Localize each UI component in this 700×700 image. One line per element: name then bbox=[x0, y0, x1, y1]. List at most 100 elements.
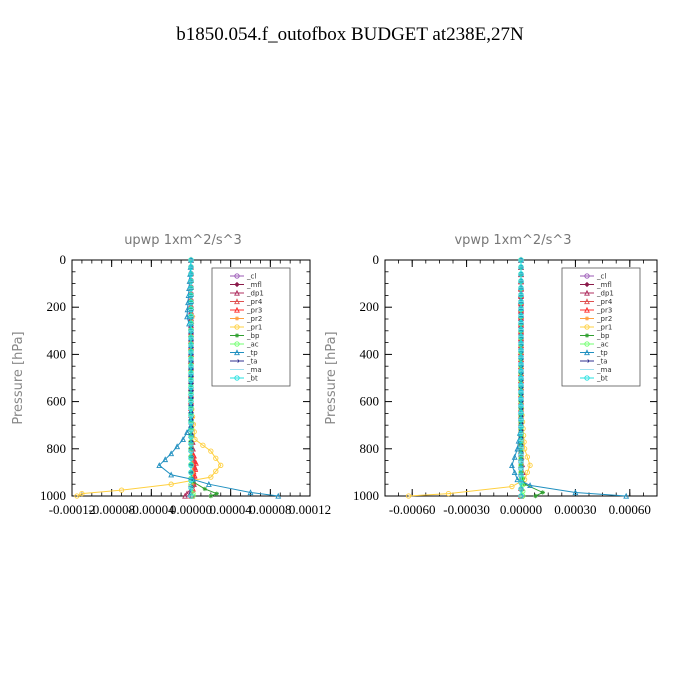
upwp-point_bp bbox=[202, 486, 208, 492]
upwp-xtick-label: 0.00000 bbox=[170, 502, 212, 517]
upwp-point_bt bbox=[188, 370, 194, 376]
upwp-point_pr1 bbox=[213, 468, 219, 474]
upwp-point_tp bbox=[180, 436, 186, 443]
vpwp-point_bp bbox=[520, 476, 526, 481]
vpwp-point_bt bbox=[518, 271, 524, 277]
vpwp-legend-box bbox=[561, 267, 641, 387]
upwp-xtick-label: 0.00012 bbox=[289, 502, 331, 517]
upwp-point_bt bbox=[188, 406, 194, 412]
upwp-point_bt bbox=[188, 441, 194, 447]
vpwp-point_bt bbox=[518, 472, 524, 478]
vpwp-point_pr1 bbox=[527, 462, 533, 468]
vpwp-legend: _cl_mfl_dp1_pr4_pr3_pr2_pr1_bp_ac_tp_ta_… bbox=[561, 267, 641, 387]
upwp-ytick-label: 1000 bbox=[40, 488, 66, 503]
upwp-panel: upwp 1xm^2/s^3 Pressure [hPa] 0 200 400 600 80… bbox=[11, 233, 331, 517]
vpwp-panel-title: vpwp 1xm^2/s^3 bbox=[454, 233, 571, 248]
vpwp-legend-marker_pr1 bbox=[584, 324, 590, 330]
vpwp-point_bt bbox=[518, 396, 524, 402]
vpwp-point_bt bbox=[518, 444, 524, 451]
vpwp-point_bt bbox=[518, 437, 524, 444]
vpwp-point_pr1 bbox=[509, 483, 515, 490]
upwp-point_bt bbox=[188, 328, 194, 334]
upwp-legend-label_ac: _ac bbox=[246, 341, 259, 349]
vpwp-legend-marker_pr4 bbox=[584, 298, 590, 305]
upwp-point_bt bbox=[188, 477, 194, 483]
vpwp-point_bt bbox=[518, 465, 524, 471]
upwp-point_pr3 bbox=[192, 466, 199, 472]
upwp-legend-label_pr3: _pr3 bbox=[246, 307, 262, 315]
vpwp-xtick-label: -0.00030 bbox=[443, 502, 490, 517]
upwp-point_bt bbox=[188, 420, 194, 426]
vpwp-point_pr1 bbox=[445, 490, 452, 497]
upwp-point_tp bbox=[205, 480, 212, 487]
vpwp-legend-label_bt: _bt bbox=[596, 375, 608, 383]
upwp-point_bt bbox=[188, 363, 194, 369]
upwp-legend-label_pr2: _pr2 bbox=[246, 315, 262, 323]
vpwp-y-axis-label: Pressure [hPa] bbox=[324, 331, 339, 424]
vpwp-point_bt bbox=[518, 312, 524, 319]
upwp-point_pr1 bbox=[208, 474, 214, 480]
vpwp-legend-marker_ac bbox=[584, 341, 590, 347]
upwp-point_bt bbox=[188, 278, 194, 284]
vpwp-point_bt bbox=[518, 354, 524, 360]
vpwp-point_tp bbox=[623, 492, 630, 499]
vpwp-point_bt bbox=[518, 389, 524, 395]
figure-title: b1850.054.f_outofbox BUDGET at238E,27N bbox=[176, 24, 524, 45]
vpwp-legend-label_cl: _cl bbox=[596, 273, 606, 281]
upwp-point_dp1 bbox=[182, 492, 188, 499]
upwp-legend-marker_bt bbox=[234, 375, 240, 381]
vpwp-point_bt bbox=[518, 458, 524, 464]
vpwp-legend-label_pr4: _pr4 bbox=[596, 298, 613, 306]
vpwp-legend-label_pr2: _pr2 bbox=[596, 315, 612, 323]
upwp-legend-marker_ta bbox=[234, 359, 240, 363]
vpwp-point_bt bbox=[518, 493, 524, 499]
upwp-point_pr1 bbox=[213, 455, 219, 461]
vpwp-point_bt bbox=[518, 264, 524, 270]
upwp-point_bt bbox=[188, 321, 194, 327]
upwp-point_bt bbox=[188, 285, 194, 291]
vpwp-legend-label_pr3: _pr3 bbox=[596, 307, 612, 315]
upwp-point_bt bbox=[188, 434, 194, 440]
vpwp-legend-marker_bp bbox=[584, 333, 590, 338]
upwp-point_bt bbox=[188, 292, 194, 299]
vpwp-legend-marker_pr2 bbox=[584, 316, 590, 321]
vpwp-xtick-label: 0.00000 bbox=[500, 502, 542, 517]
vpwp-point_bt bbox=[518, 340, 524, 346]
vpwp-legend-label_dp1: _dp1 bbox=[596, 290, 614, 298]
upwp-legend-label_bt: _bt bbox=[246, 375, 258, 383]
vpwp-legend-marker_tp bbox=[584, 349, 590, 356]
upwp-point_pr1 bbox=[200, 442, 206, 448]
vpwp-point_tp bbox=[509, 462, 515, 468]
upwp-point_bt bbox=[188, 377, 194, 384]
upwp-legend-label_pr1: _pr1 bbox=[246, 324, 262, 332]
vpwp-series-line_bp bbox=[520, 260, 544, 497]
vpwp-point_tp bbox=[514, 476, 521, 483]
upwp-point_bt bbox=[188, 257, 194, 263]
vpwp-legend-label_pr1: _pr1 bbox=[596, 324, 612, 332]
upwp-legend-marker_bp bbox=[234, 333, 240, 338]
vpwp-point_pr1 bbox=[524, 469, 530, 476]
vpwp-point_bt bbox=[518, 333, 524, 340]
upwp-ytick-label: 800 bbox=[47, 441, 67, 456]
vpwp-xtick-label: 0.00060 bbox=[609, 502, 651, 517]
vpwp-point_tp bbox=[527, 482, 533, 489]
upwp-ytick-label: 400 bbox=[47, 346, 67, 361]
vpwp-point_bp bbox=[533, 493, 538, 499]
vpwp-legend-marker_dp1 bbox=[584, 289, 590, 296]
vpwp-point_bt bbox=[518, 451, 524, 458]
vpwp-ytick-label: 1000 bbox=[353, 488, 379, 503]
vpwp-point_bt bbox=[518, 298, 524, 305]
upwp-legend: _cl_mfl_dp1_pr4_pr3_pr2_pr1_bp_ac_tp_ta_… bbox=[211, 267, 291, 387]
upwp-point_tp bbox=[174, 443, 181, 450]
vpwp-point_bt bbox=[518, 305, 524, 312]
upwp-legend-label_bp: _bp bbox=[246, 332, 260, 340]
upwp-legend-label_ta: _ta bbox=[246, 358, 258, 366]
vpwp-point_bt bbox=[518, 319, 524, 326]
upwp-point_pr3 bbox=[191, 472, 198, 479]
upwp-point_pr1 bbox=[79, 490, 85, 497]
vpwp-ytick-label: 600 bbox=[360, 394, 380, 409]
upwp-legend-marker_pr2 bbox=[234, 316, 240, 321]
upwp-legend-label_mfl: _mfl bbox=[246, 281, 262, 289]
vpwp-point_tp bbox=[511, 453, 518, 460]
